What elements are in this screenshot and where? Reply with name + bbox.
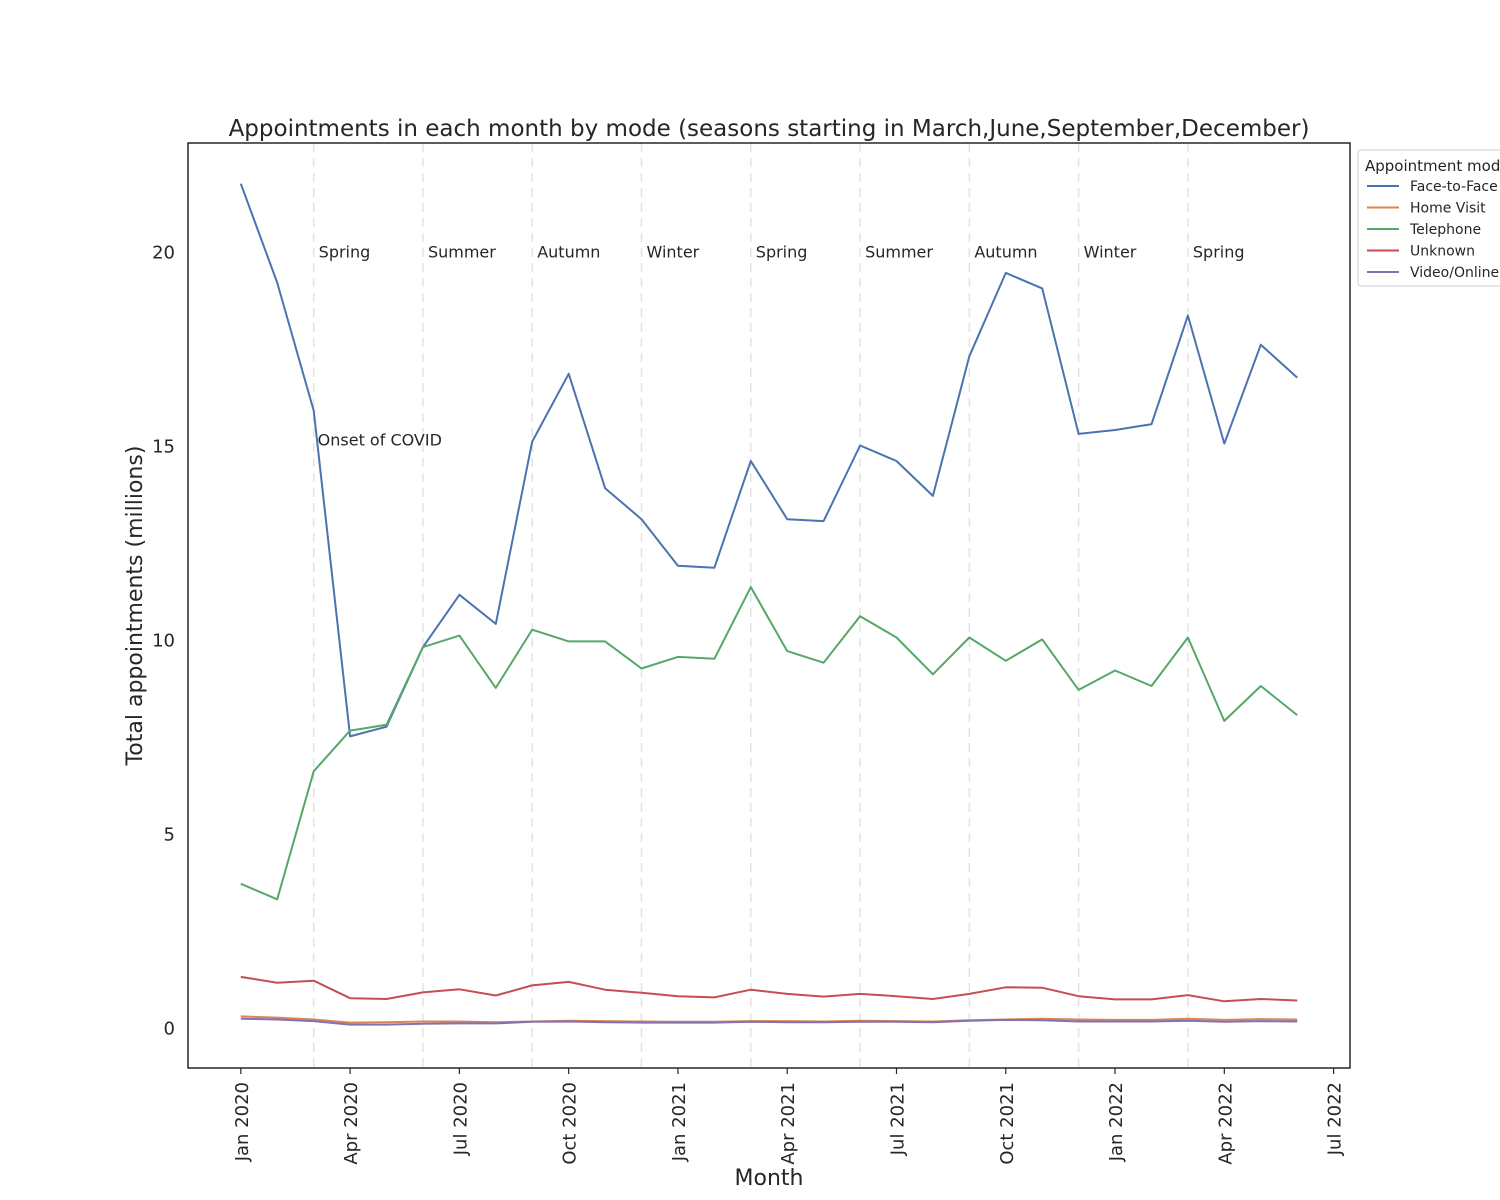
season-label: Spring xyxy=(1193,243,1245,262)
y-tick-label: 10 xyxy=(152,630,175,651)
x-tick-label: Apr 2020 xyxy=(341,1082,362,1165)
x-tick-label: Jul 2022 xyxy=(1325,1082,1346,1156)
x-tick-label: Apr 2022 xyxy=(1215,1082,1236,1165)
series-line-telephone xyxy=(240,586,1298,901)
season-label: Winter xyxy=(647,243,700,262)
legend: Appointment mode Face-to-Face Home Visit T… xyxy=(1357,149,1500,287)
x-tick-label: Jan 2022 xyxy=(1106,1082,1127,1162)
annotations: Onset of COVID xyxy=(318,431,442,450)
y-tick-label: 20 xyxy=(152,243,175,264)
legend-items: Face-to-Face Home Visit Telephone Unknown Vi… xyxy=(1367,179,1499,281)
season-label: Summer xyxy=(865,243,933,262)
series-line-unknown xyxy=(240,975,1298,1003)
y-axis-label: Total appointments (millions) xyxy=(123,446,148,767)
season-label: Spring xyxy=(756,243,808,262)
series-line-video-online xyxy=(240,1017,1298,1026)
annotation-covid-onset: Onset of COVID xyxy=(318,431,442,450)
legend-label: Home Visit xyxy=(1410,201,1486,217)
season-label: Summer xyxy=(428,243,496,262)
legend-label: Unknown xyxy=(1410,244,1475,260)
season-label: Autumn xyxy=(974,243,1037,262)
x-tick-label: Apr 2021 xyxy=(778,1082,799,1165)
season-lines xyxy=(312,143,1189,1068)
x-tick-label: Jul 2021 xyxy=(887,1082,908,1156)
season-label: Winter xyxy=(1084,243,1137,262)
x-axis-label: Month xyxy=(735,1166,804,1191)
plot-frame xyxy=(187,142,1351,1069)
series-lines xyxy=(239,183,1298,1026)
y-axis-ticks: 0 5 10 15 20 xyxy=(152,243,175,1040)
legend-title: Appointment mode xyxy=(1365,157,1500,175)
legend-label: Video/Online xyxy=(1410,265,1499,281)
y-tick-label: 15 xyxy=(152,437,175,458)
chart-title: Appointments in each month by mode (seas… xyxy=(229,116,1310,142)
x-tick-label: Oct 2020 xyxy=(560,1082,581,1165)
legend-label: Telephone xyxy=(1409,222,1481,238)
x-tick-label: Oct 2021 xyxy=(997,1082,1018,1165)
y-tick-label: 5 xyxy=(164,824,175,845)
legend-label: Face-to-Face xyxy=(1410,179,1498,195)
x-tick-label: Jul 2020 xyxy=(450,1082,471,1156)
x-axis-ticks: Jan 2020 Apr 2020 Jul 2020 Oct 2020 Jan 2021… xyxy=(232,1068,1346,1165)
y-tick-label: 0 xyxy=(164,1018,175,1039)
season-label: Autumn xyxy=(537,243,600,262)
x-tick-label: Jan 2020 xyxy=(232,1082,253,1162)
season-label: Spring xyxy=(319,243,371,262)
legend-box xyxy=(1357,149,1500,287)
x-tick-label: Jan 2021 xyxy=(669,1082,690,1162)
season-labels: Spring Summer Autumn Winter Spring Summer Autu… xyxy=(319,243,1245,262)
